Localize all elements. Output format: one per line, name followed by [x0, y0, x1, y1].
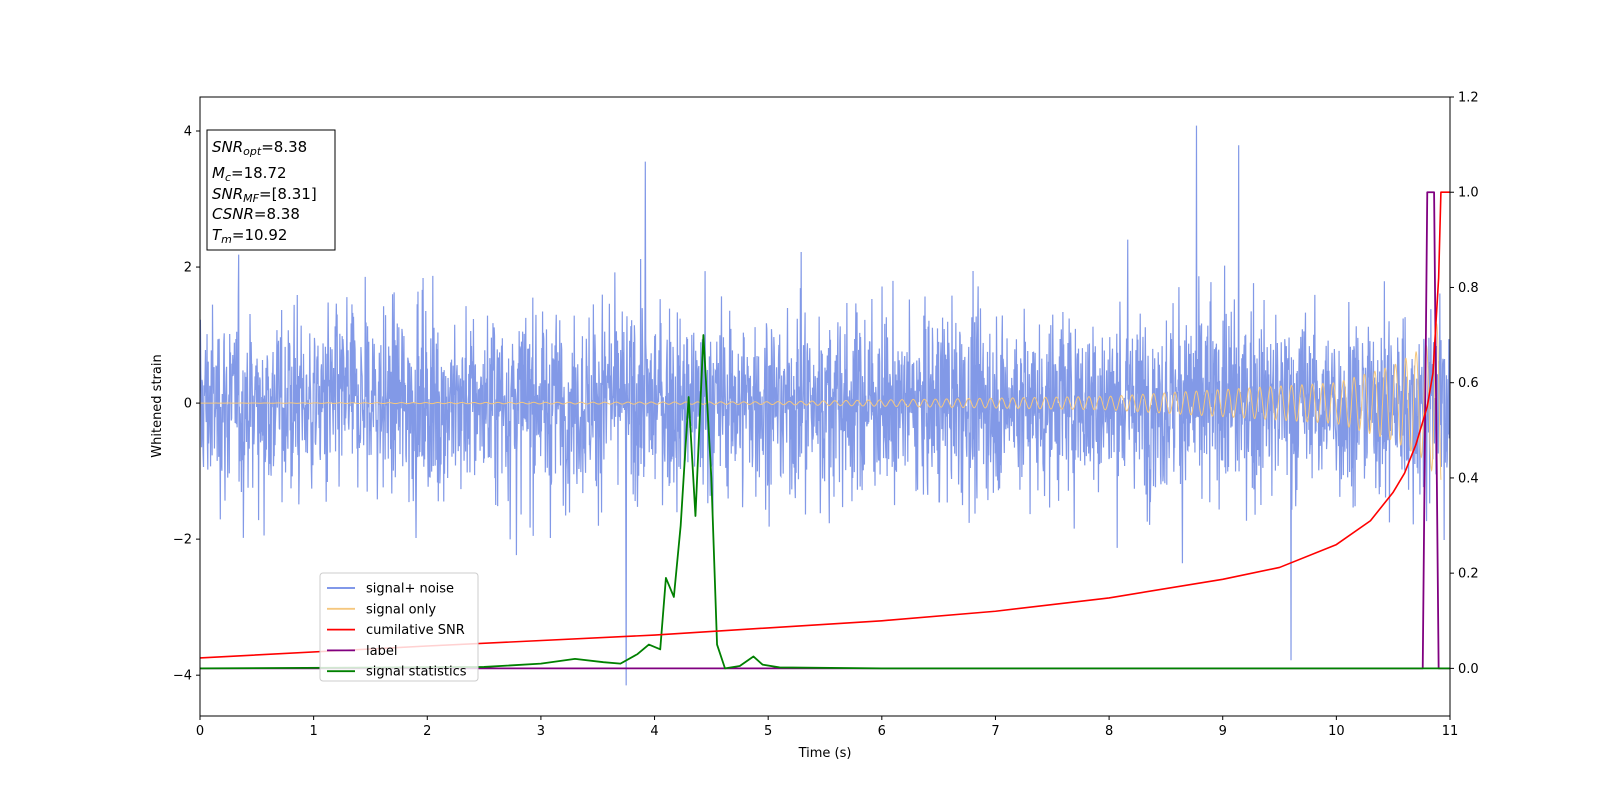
right-y-tick-label: 0.0 [1458, 662, 1479, 677]
x-tick-label: 1 [309, 724, 317, 739]
x-tick-label: 7 [991, 724, 999, 739]
left-y-tick-label: −4 [173, 669, 192, 684]
right-y-tick-label: 0.6 [1458, 376, 1479, 391]
right-y-axis: 0.0 0.2 0.4 0.6 0.8 1.0 1.2 [1450, 91, 1479, 677]
plot-frame [199, 96, 1451, 717]
left-y-tick-label: −2 [173, 533, 192, 548]
series-signal-noise [200, 125, 1450, 686]
right-y-tick-label: 0.4 [1458, 471, 1479, 486]
left-y-tick-label: 4 [184, 125, 192, 140]
x-tick-label: 11 [1442, 724, 1459, 739]
left-y-tick-label: 0 [184, 397, 192, 412]
info-box: SNRopt=8.38 Mc=18.72 SNRMF=[8.31] CSNR=8… [206, 129, 336, 251]
x-tick-label: 4 [650, 724, 658, 739]
x-axis-label: Time (s) [798, 746, 852, 761]
legend-label: signal statistics [366, 665, 467, 680]
x-tick-label: 6 [878, 724, 886, 739]
x-tick-label: 3 [537, 724, 545, 739]
info-box-frame [206, 129, 336, 251]
x-tick-label: 9 [1219, 724, 1227, 739]
info-csnr: CSNR=8.38 [212, 205, 300, 223]
right-y-tick-label: 0.2 [1458, 567, 1479, 582]
series-signal-only [200, 323, 1442, 480]
x-tick-label: 0 [196, 724, 204, 739]
right-y-tick-label: 1.2 [1458, 91, 1479, 106]
right-y-tick-label: 1.0 [1458, 186, 1479, 201]
legend-label: signal+ noise [366, 582, 454, 597]
legend-label: label [366, 644, 397, 659]
legend-frame [319, 572, 479, 682]
x-axis: 0 1 2 3 4 5 6 7 8 9 10 11 [196, 716, 1458, 739]
x-tick-label: 10 [1328, 724, 1345, 739]
x-tick-label: 2 [423, 724, 431, 739]
series-cumulative-snr [200, 191, 1450, 659]
left-y-tick-label: 2 [184, 261, 192, 276]
legend-label: cumilative SNR [366, 623, 465, 638]
info-snr-mf: SNRMF=[8.31] [212, 185, 317, 205]
info-tm: Tm=10.92 [212, 226, 287, 246]
legend: signal+ noise signal only cumilative SNR la… [319, 572, 479, 682]
legend-label: signal only [366, 602, 436, 617]
series-signal-statistics [200, 334, 1450, 670]
series-layer [200, 125, 1450, 686]
x-tick-label: 8 [1105, 724, 1113, 739]
x-tick-label: 5 [764, 724, 772, 739]
right-y-tick-label: 0.8 [1458, 281, 1479, 296]
info-mc: Mc=18.72 [212, 164, 287, 184]
info-snr-opt: SNRopt=8.38 [212, 138, 307, 158]
y-axis-label: Whitened strain [150, 354, 165, 457]
left-y-axis: −4 −2 0 2 4 [173, 125, 200, 684]
legend-items: signal+ noise signal only cumilative SNR la… [327, 582, 467, 680]
